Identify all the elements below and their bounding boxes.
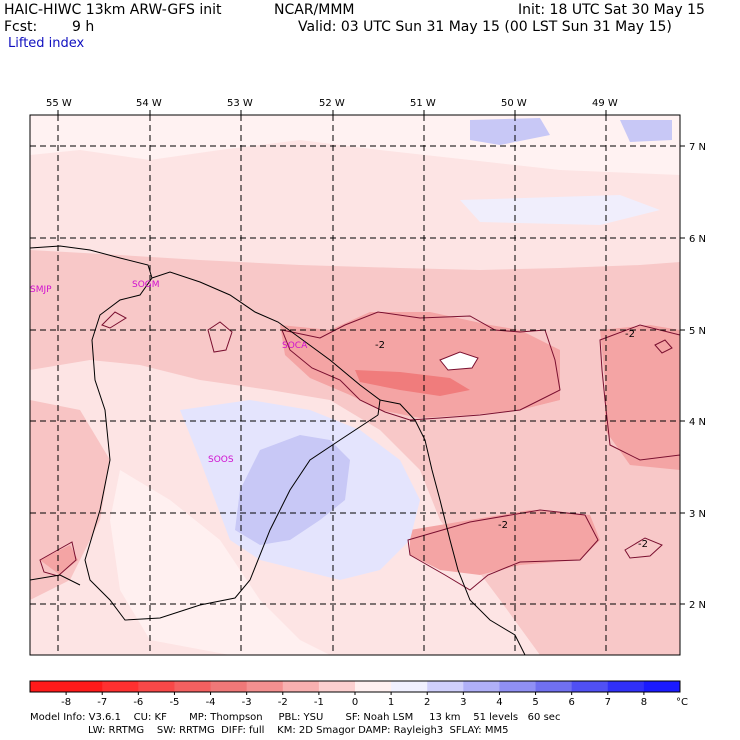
colorbar-segment xyxy=(355,681,392,692)
colorbar-segment xyxy=(427,681,464,692)
colorbar-tick-label: 3 xyxy=(460,697,466,708)
contour-small-w1 xyxy=(101,311,127,329)
field-neg3-east xyxy=(600,325,680,470)
contour-sw xyxy=(39,541,77,577)
forecast-hours: 9 h xyxy=(72,19,95,35)
field-zero-south xyxy=(110,470,330,655)
field-neg3-coast xyxy=(280,312,560,418)
field-pos1-northeast xyxy=(620,120,672,142)
colorbar-segment xyxy=(246,681,284,692)
contour-southeast xyxy=(407,509,599,591)
border-south xyxy=(30,574,81,586)
lon-label: 52 W xyxy=(319,98,345,109)
colorbar-segment xyxy=(499,681,537,692)
colorbar-segment xyxy=(391,681,428,692)
lat-label: 3 N xyxy=(689,509,706,520)
contour-small-w2 xyxy=(207,321,233,353)
colorbar-tick-label: -6 xyxy=(133,697,143,708)
lon-label: 51 W xyxy=(410,98,436,109)
colorbar-tick-label: 2 xyxy=(424,697,430,708)
field-pos1-north xyxy=(470,118,550,145)
lat-label: 2 N xyxy=(689,600,706,611)
colorbar-tick-label: 1 xyxy=(388,697,394,708)
field-pos1-mid xyxy=(460,195,660,225)
contour-label-southeast: -2 xyxy=(498,520,508,531)
station-soca: SOCA xyxy=(282,341,308,351)
colorbar-unit: °C xyxy=(676,697,688,708)
colorbar-tick-label: 0 xyxy=(352,697,358,708)
colorbar-tick-label: 7 xyxy=(605,697,611,708)
model-info-line2: LW: RRTMG SW: RRTMG DIFF: full KM: 2D Sm… xyxy=(88,725,509,736)
colorbar-tick-label: 5 xyxy=(532,697,538,708)
field-pos2-center xyxy=(235,435,350,545)
model-info-line1: Model Info: V3.6.1 CU: KF MP: Thompson P… xyxy=(30,712,561,723)
colorbar-segment xyxy=(66,681,103,692)
field-neg4-core xyxy=(355,370,470,396)
colorbar-segment xyxy=(30,681,67,692)
colorbar-segment xyxy=(535,681,573,692)
init-time: Init: 18 UTC Sat 30 May 15 xyxy=(518,2,705,18)
border-west xyxy=(84,277,379,621)
colorbar: -8 -7 -6 -5 -4 -3 -2 -1 0 1 2 3 4 5 6 7 8 °C xyxy=(29,680,688,708)
field-neg3-southeast xyxy=(410,510,600,575)
lat-label: 4 N xyxy=(689,417,706,428)
contour-coast xyxy=(281,311,561,421)
contour-label-coast: -2 xyxy=(375,340,385,351)
field-name: Lifted index xyxy=(8,36,85,51)
grid-lines xyxy=(30,115,680,655)
colorbar-segment xyxy=(463,681,500,692)
map-frame xyxy=(29,114,681,656)
lon-label: 50 W xyxy=(501,98,527,109)
colorbar-segment xyxy=(174,681,212,692)
contour-label-east: -2 xyxy=(625,329,635,340)
model-title: HAIC-HIWC 13km ARW-GFS init xyxy=(4,2,222,18)
lon-label: 53 W xyxy=(227,98,253,109)
colorbar-tick-label: -1 xyxy=(314,697,324,708)
colorbar-segment xyxy=(318,681,356,692)
colorbar-tick-label: 8 xyxy=(641,697,647,708)
station-soos: SOOS xyxy=(208,455,234,465)
lon-label: 55 W xyxy=(46,98,72,109)
colorbar-segment xyxy=(643,681,681,692)
lat-labels: 7 N 6 N 5 N 4 N 3 N 2 N xyxy=(689,142,706,611)
colorbar-tick-label: -5 xyxy=(169,697,179,708)
colorbar-tick-label: -8 xyxy=(61,697,71,708)
field-neg3-smallsw xyxy=(40,545,78,575)
colorbar-tick-label: -2 xyxy=(278,697,288,708)
colorbar-segment xyxy=(102,681,139,692)
coastlines xyxy=(30,245,526,655)
contour-label-small-e: -2 xyxy=(638,539,648,550)
field-neg2-west xyxy=(30,400,110,600)
lat-label: 6 N xyxy=(689,234,706,245)
forecast-label: Fcst: xyxy=(4,19,38,35)
lat-label: 5 N xyxy=(689,326,706,337)
colorbar-segment xyxy=(571,681,609,692)
colorbar-tick-label: -3 xyxy=(242,697,252,708)
colorbar-tick-label: -7 xyxy=(97,697,107,708)
border-oiapoque xyxy=(379,399,526,655)
station-sogm: SOGM xyxy=(132,280,160,290)
colorbar-segment xyxy=(210,681,248,692)
lon-label: 49 W xyxy=(592,98,618,109)
colorbar-tick-label: 4 xyxy=(496,697,502,708)
lon-labels: 55 W 54 W 53 W 52 W 51 W 50 W 49 W xyxy=(46,98,618,109)
colorbar-tick-label: 6 xyxy=(568,697,574,708)
tick-marks xyxy=(57,110,685,605)
colorbar-segment xyxy=(282,681,320,692)
colorbar-segment xyxy=(138,681,175,692)
coast-suriname-guiana xyxy=(30,245,381,416)
valid-time: Valid: 03 UTC Sun 31 May 15 (00 LST Sun … xyxy=(298,19,672,35)
org-label: NCAR/MMM xyxy=(274,2,355,18)
contour-lines xyxy=(39,311,680,591)
colorbar-segment xyxy=(607,681,645,692)
contour-small-e xyxy=(624,537,663,559)
contour-east xyxy=(599,324,680,461)
contour-hole xyxy=(439,351,479,371)
lat-label: 7 N xyxy=(689,142,706,153)
contour-tiny-ne xyxy=(654,339,673,354)
lon-label: 54 W xyxy=(136,98,162,109)
colorbar-tick-label: -4 xyxy=(206,697,216,708)
station-smjp: SMJP xyxy=(30,285,52,295)
